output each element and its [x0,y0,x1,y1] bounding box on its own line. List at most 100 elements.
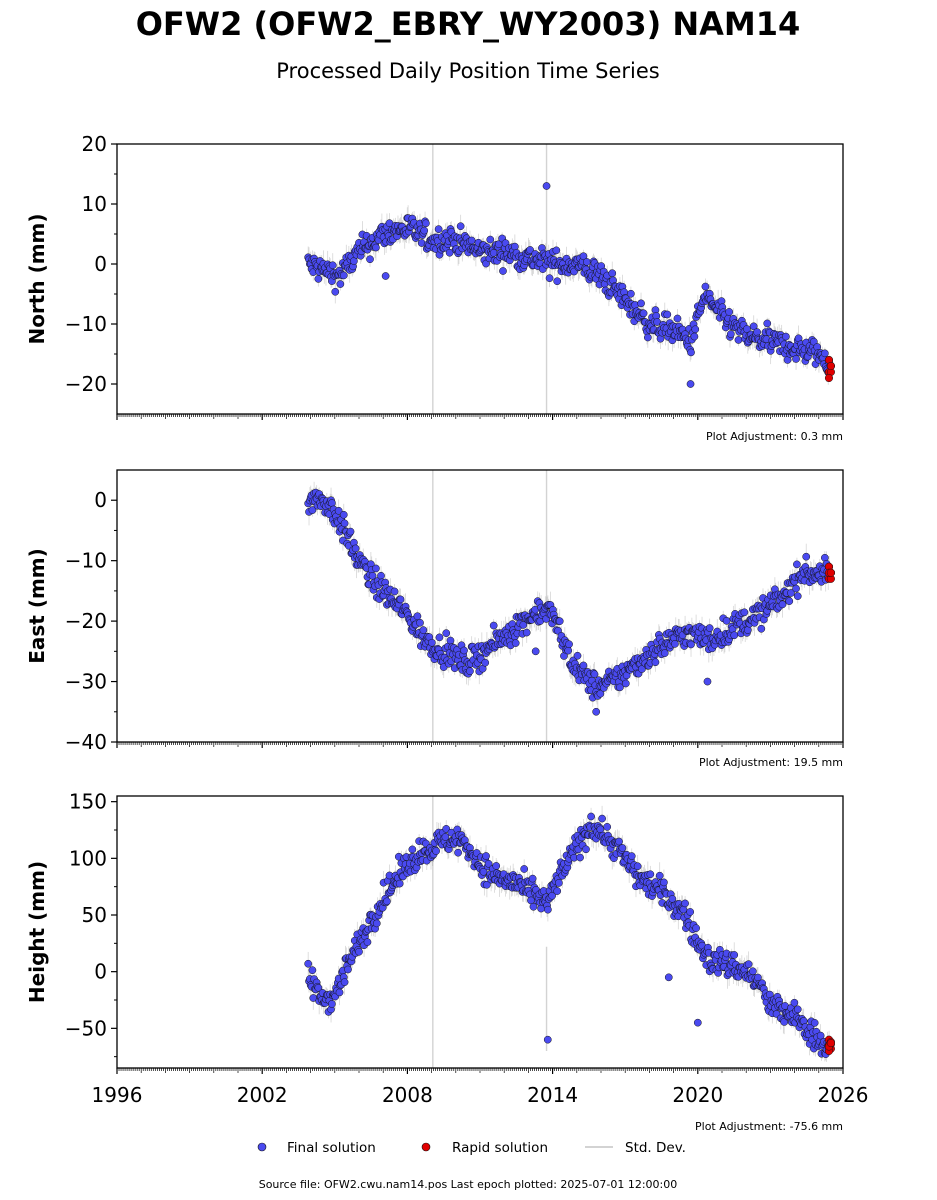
final-solution-point [618,844,627,852]
y-tick-label: 20 [82,132,107,156]
rapid-solution-point [826,568,835,577]
y-tick-label: 0 [94,252,107,276]
north-x-ticks [116,414,844,420]
height-plot-adjustment: Plot Adjustment: -75.6 mm [695,1120,843,1133]
final-solution-point [555,617,564,626]
y-tick-label: 0 [94,960,107,984]
final-solution-point [442,629,451,637]
final-solution-point [531,647,540,656]
final-solution-point [587,812,595,821]
final-solution-point [484,859,493,868]
final-solution-point [522,628,531,637]
final-solution-point [592,707,601,716]
final-solution-point [621,679,630,688]
chart-title: OFW2 (OFW2_EBRY_WY2003) NAM14 [136,5,801,43]
final-solution-point [564,646,573,655]
y-tick-label: 50 [82,903,107,927]
east-y-axis: 0 −10 −20 −30 −40 [65,488,117,754]
panel-east: 0 −10 −20 −30 −40 East (mm) Plot Adjustment:… [25,469,844,769]
final-solution-point [660,649,669,657]
panel-height: 150 100 50 0 −50 Height (mm) Plot Adjustment… [25,790,844,1133]
final-solution-point [336,280,345,288]
height-data-layer [304,796,835,1068]
final-solution-point [346,527,355,536]
y-tick-label: 0 [94,488,107,512]
final-solution-point [596,689,605,698]
final-solution-point [340,519,349,528]
final-solution-point [328,1000,336,1008]
final-solution-point [573,651,582,660]
final-solution-point [422,219,430,228]
final-solution-point [749,967,757,976]
north-plot-frame [116,143,844,415]
rapid-solution-point [824,373,834,383]
final-solution-point [565,640,573,649]
final-solution-point [787,589,795,597]
y-tick-label: −20 [65,372,107,396]
final-solution-point [673,314,682,323]
height-x-ticks [116,1068,844,1074]
height-axis-label: Height (mm) [25,861,49,1003]
legend-final-marker [257,1142,267,1152]
final-solution-point [690,332,699,341]
east-axis-label: East (mm) [25,548,49,664]
final-solution-point [390,587,399,596]
final-solution-point [511,639,520,647]
final-solution-point [782,332,790,341]
final-solution-point [314,275,323,283]
final-solution-point [366,255,374,264]
y-tick-label: −30 [65,670,107,694]
final-solution-point [722,616,731,625]
y-tick-label: −10 [65,312,107,336]
y-tick-label: −50 [65,1016,107,1040]
x-tick-labels: 1996 2002 2008 2014 2020 2026 [92,1083,869,1107]
final-solution-point [460,646,468,655]
x-tick-label: 2008 [382,1083,433,1107]
final-solution-point [441,833,450,841]
final-solution-point [743,626,752,634]
final-solution-point [757,624,766,633]
final-solution-point [686,908,695,916]
final-solution-point [753,328,761,336]
final-solution-point [340,978,349,987]
final-solution-point [454,848,462,857]
final-solution-point [701,282,710,291]
height-final-points [304,812,833,1058]
final-solution-point [479,867,488,876]
final-solution-point [802,552,811,561]
final-solution-point [377,571,385,580]
height-rapid-points [824,1035,835,1056]
rapid-solution-point [826,361,835,371]
final-solution-point [482,852,490,860]
legend-rapid-marker [421,1142,431,1152]
final-solution-point [413,612,422,621]
final-solution-point [579,252,588,261]
final-solution-point [434,225,443,234]
final-solution-point [372,919,381,928]
final-solution-point [427,638,436,647]
final-solution-point [651,658,660,667]
panel-north: 20 10 0 −10 −20 North (mm) Plot Adjustment: … [25,132,844,443]
east-data-layer [304,470,835,742]
x-tick-label: 2002 [237,1083,288,1107]
legend-stddev-label: Std. Dev. [625,1140,686,1156]
final-solution-point [671,640,679,648]
final-solution-point [691,325,700,334]
final-solution-point [486,235,495,244]
east-rapid-points [824,562,835,583]
final-solution-point [492,862,501,870]
final-solution-point [633,862,642,871]
final-solution-point [466,667,474,675]
north-plot-adjustment: Plot Adjustment: 0.3 mm [706,430,843,443]
height-plot-frame [116,795,844,1069]
final-solution-point [395,879,404,888]
final-solution-point [639,309,648,318]
final-solution-point [351,544,360,553]
final-solution-point [304,959,313,968]
final-solution-point [526,246,534,254]
final-solution-point [703,677,712,686]
east-plot-adjustment: Plot Adjustment: 19.5 mm [699,756,843,769]
north-y-axis: 20 10 0 −10 −20 [65,132,117,396]
final-solution-point [778,600,787,609]
